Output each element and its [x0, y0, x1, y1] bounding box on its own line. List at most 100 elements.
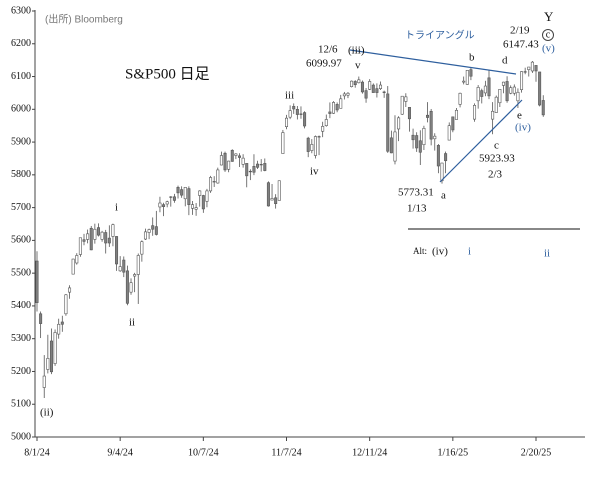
candle-body	[523, 71, 527, 73]
wave-label: i	[115, 202, 118, 214]
candle-body	[122, 259, 126, 273]
candle-body	[205, 190, 209, 202]
candle-body	[194, 207, 198, 210]
y-tick-label: 6000	[11, 104, 31, 115]
candle-body	[169, 196, 173, 198]
candle-body	[476, 87, 480, 102]
y-tick-label: 6100	[11, 71, 31, 82]
candle-body	[364, 90, 368, 99]
candle-body	[118, 266, 122, 272]
candle-body	[353, 81, 357, 86]
candle-body	[252, 166, 256, 173]
candle-body	[357, 79, 361, 84]
candle-body	[379, 84, 383, 89]
candle-body	[458, 92, 462, 105]
y-tick-label: 5200	[11, 366, 31, 377]
candle-body	[360, 81, 364, 93]
candle-body	[454, 109, 458, 120]
candle-body	[422, 128, 426, 145]
candle-body	[237, 155, 241, 158]
candle-body	[433, 135, 437, 140]
candle-body	[78, 237, 82, 255]
wave-label: (iv)	[515, 122, 531, 134]
candle-body	[256, 163, 260, 168]
candle-body	[93, 228, 97, 240]
y-tick-label: 6300	[11, 5, 31, 16]
wave-label: c	[546, 29, 551, 40]
candle-body	[162, 204, 166, 207]
candle-body	[292, 106, 296, 110]
x-tick-label: 8/1/24	[24, 447, 50, 458]
y-tick-label: 5600	[11, 235, 31, 246]
candle-body	[415, 135, 419, 149]
candle-body	[509, 87, 513, 94]
candle-body	[400, 95, 404, 115]
candle-body	[303, 112, 307, 127]
wave-label: v	[355, 60, 361, 72]
x-tick-label: 9/4/24	[107, 447, 133, 458]
alt-label: ii	[544, 248, 550, 260]
candle-body	[60, 321, 64, 325]
candle-body	[201, 195, 205, 210]
candle-body	[494, 96, 498, 113]
y-tick-label: 5800	[11, 169, 31, 180]
candle-body	[100, 231, 104, 240]
candle-body	[281, 132, 285, 154]
wave-label: ii	[129, 317, 135, 329]
candle-body	[426, 114, 430, 118]
candle-body	[187, 188, 191, 205]
candle-body	[49, 340, 53, 373]
candle-body	[411, 134, 415, 141]
alt-label: (iv)	[432, 246, 448, 258]
y-tick-label: 5400	[11, 300, 31, 311]
candle-body	[136, 255, 140, 275]
candle-body	[158, 202, 162, 208]
candle-body	[429, 110, 433, 140]
candle-body	[245, 163, 249, 177]
candle-body	[68, 287, 72, 293]
candle-body	[440, 162, 444, 182]
wave-label: (iii)	[348, 45, 365, 57]
candle-body	[335, 104, 339, 111]
candle-body	[418, 140, 422, 153]
candle-body	[285, 117, 289, 127]
candle-body	[465, 70, 469, 85]
candle-body	[198, 190, 202, 196]
triangle-lower	[439, 99, 523, 183]
candle-body	[140, 241, 144, 255]
candle-body	[462, 80, 466, 83]
candle-body	[339, 98, 343, 109]
wave-label: c	[494, 140, 499, 152]
candle-body	[165, 201, 169, 205]
candle-body	[115, 236, 119, 265]
candle-body	[397, 117, 401, 130]
candle-body	[107, 237, 111, 244]
candle-body	[248, 170, 252, 173]
y-tick-label: 5900	[11, 136, 31, 147]
candle-body	[512, 86, 516, 94]
date-label: 1/13	[407, 203, 427, 215]
candle-body	[386, 93, 390, 152]
candle-body	[216, 169, 220, 184]
candle-body	[491, 110, 495, 120]
candle-body	[295, 109, 299, 115]
x-tick-label: 2/20/25	[521, 447, 552, 458]
candle-body	[447, 125, 451, 141]
candle-body	[266, 182, 270, 207]
alt-label: i	[468, 246, 471, 258]
wave-label: iv	[310, 166, 319, 178]
candle-body	[404, 96, 408, 102]
date-label: 2/19	[510, 25, 530, 37]
wave-label: e	[517, 110, 522, 122]
candle-body	[227, 160, 231, 170]
candle-body	[133, 274, 137, 277]
candle-body	[212, 181, 216, 183]
candles	[35, 60, 545, 399]
candle-body	[154, 226, 158, 235]
candle-body	[71, 258, 75, 275]
candle-body	[473, 105, 477, 120]
candle-body	[527, 66, 531, 70]
candle-body	[151, 225, 155, 230]
